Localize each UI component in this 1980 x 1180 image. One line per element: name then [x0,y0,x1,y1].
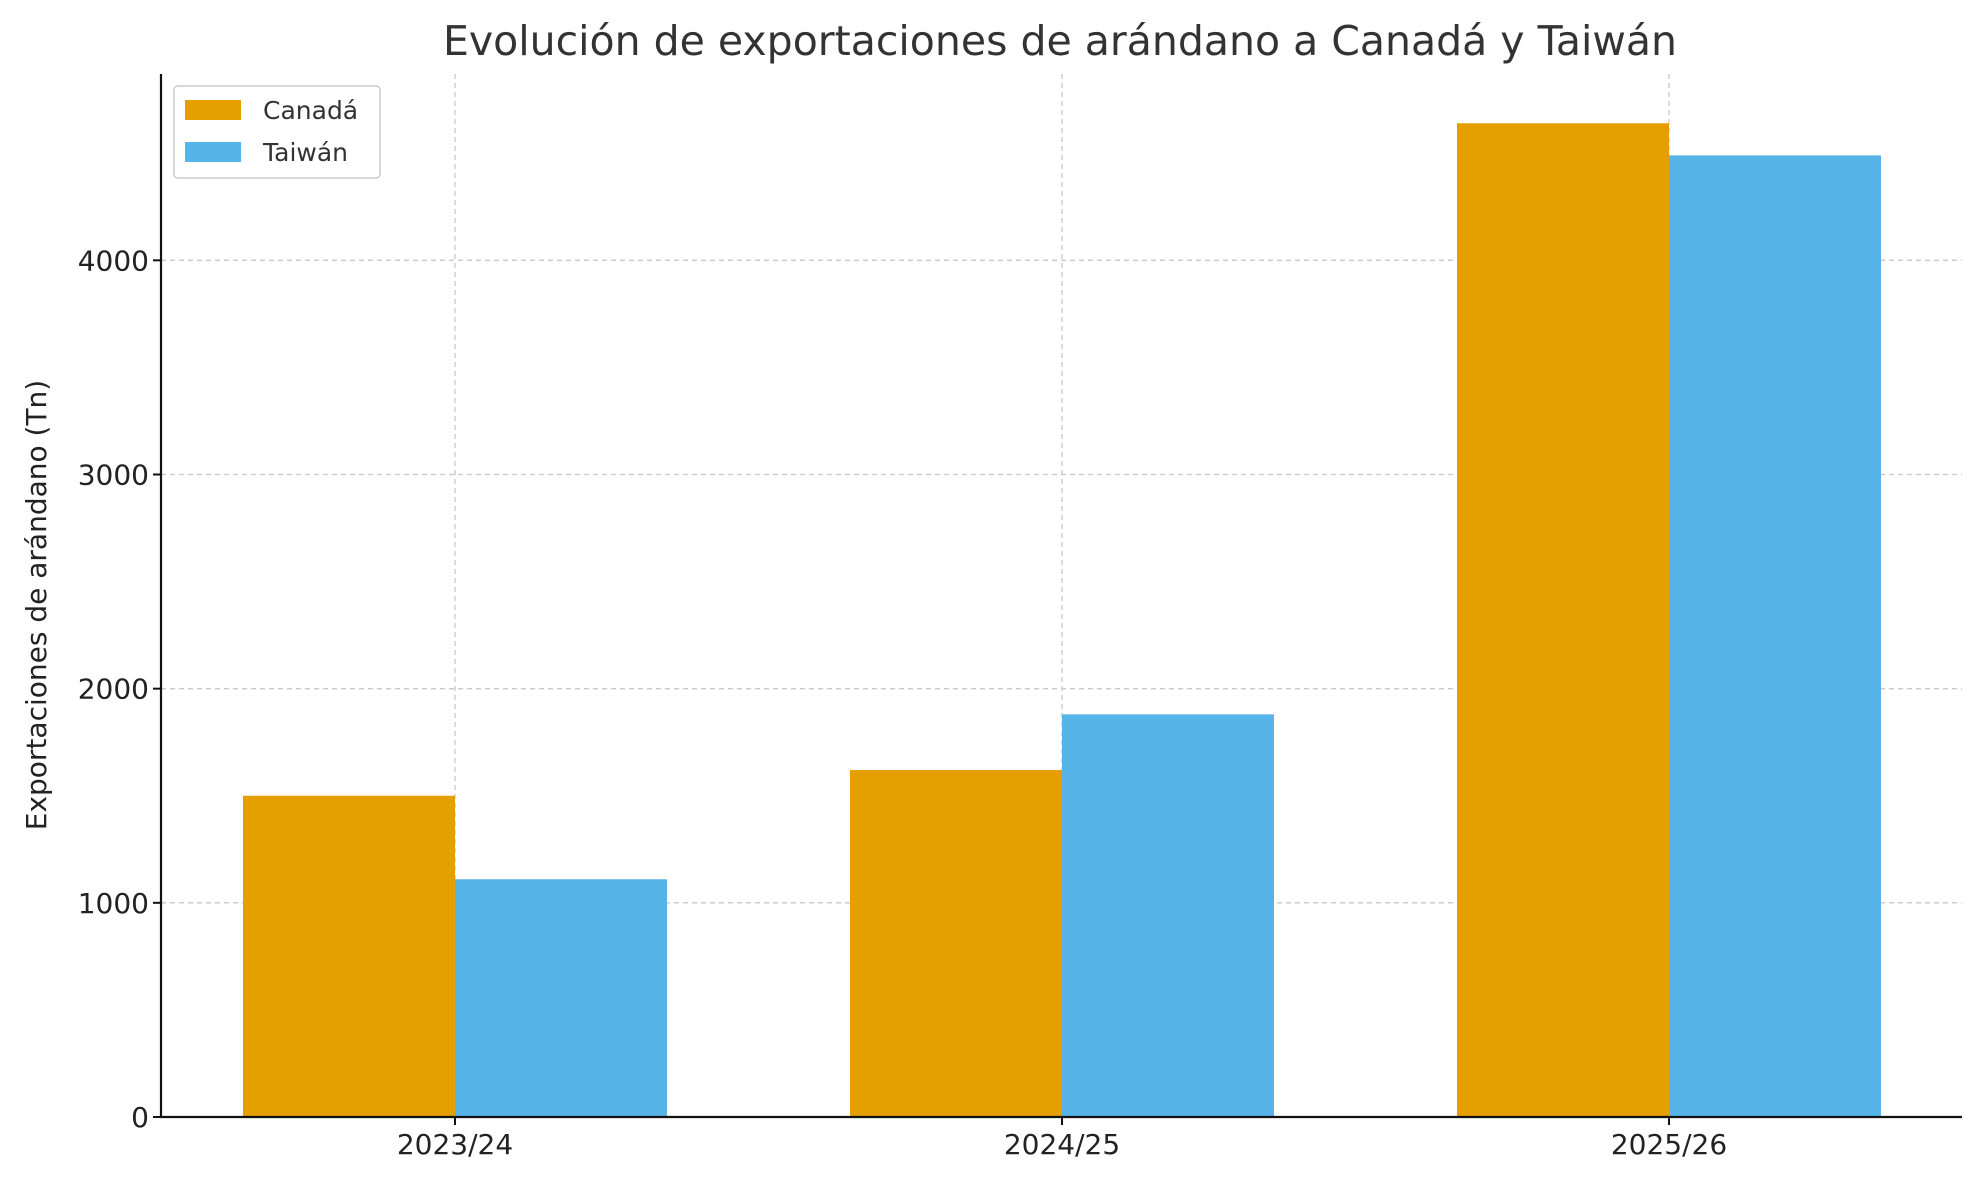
legend-label-canada: Canadá [263,96,358,125]
bar-canada-0 [243,795,455,1117]
legend-label-taiwan: Taiwán [262,138,348,167]
bar-taiwan-2 [1669,155,1881,1118]
y-tick-label: 3000 [78,458,149,491]
x-tick-label: 2025/26 [1611,1128,1727,1161]
bars [243,123,1881,1118]
y-axis-label: Exportaciones de arándano (Tn) [20,380,53,830]
y-tick-label: 4000 [78,244,149,277]
y-tick-label: 2000 [78,673,149,706]
bar-taiwan-1 [1062,714,1274,1117]
legend-swatch-taiwan [185,142,241,162]
chart-title: Evolución de exportaciones de arándano a… [443,17,1677,65]
legend-swatch-canada [185,100,241,120]
y-tick-label: 0 [131,1101,149,1134]
legend: Canadá Taiwán [173,85,381,179]
x-tick-label: 2023/24 [397,1128,513,1161]
bar-taiwan-0 [455,879,667,1117]
y-tick-label: 1000 [78,887,149,920]
bar-canada-2 [1457,123,1669,1117]
x-tick-label: 2024/25 [1004,1128,1120,1161]
tick-labels: 0 1000 2000 3000 4000 2023/24 2024/25 2025/26 [78,244,1727,1161]
bar-canada-1 [850,770,1062,1117]
